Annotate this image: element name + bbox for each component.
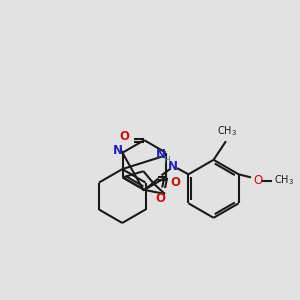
Text: CH$_3$: CH$_3$ [217, 124, 237, 138]
Text: CH$_3$: CH$_3$ [274, 174, 294, 188]
Text: O: O [119, 130, 130, 142]
Text: N: N [168, 160, 178, 172]
Text: O: O [170, 176, 180, 189]
Text: H: H [163, 156, 170, 165]
Text: N: N [155, 148, 166, 161]
Text: O: O [155, 192, 166, 205]
Text: N: N [112, 144, 122, 157]
Text: O: O [253, 174, 262, 187]
